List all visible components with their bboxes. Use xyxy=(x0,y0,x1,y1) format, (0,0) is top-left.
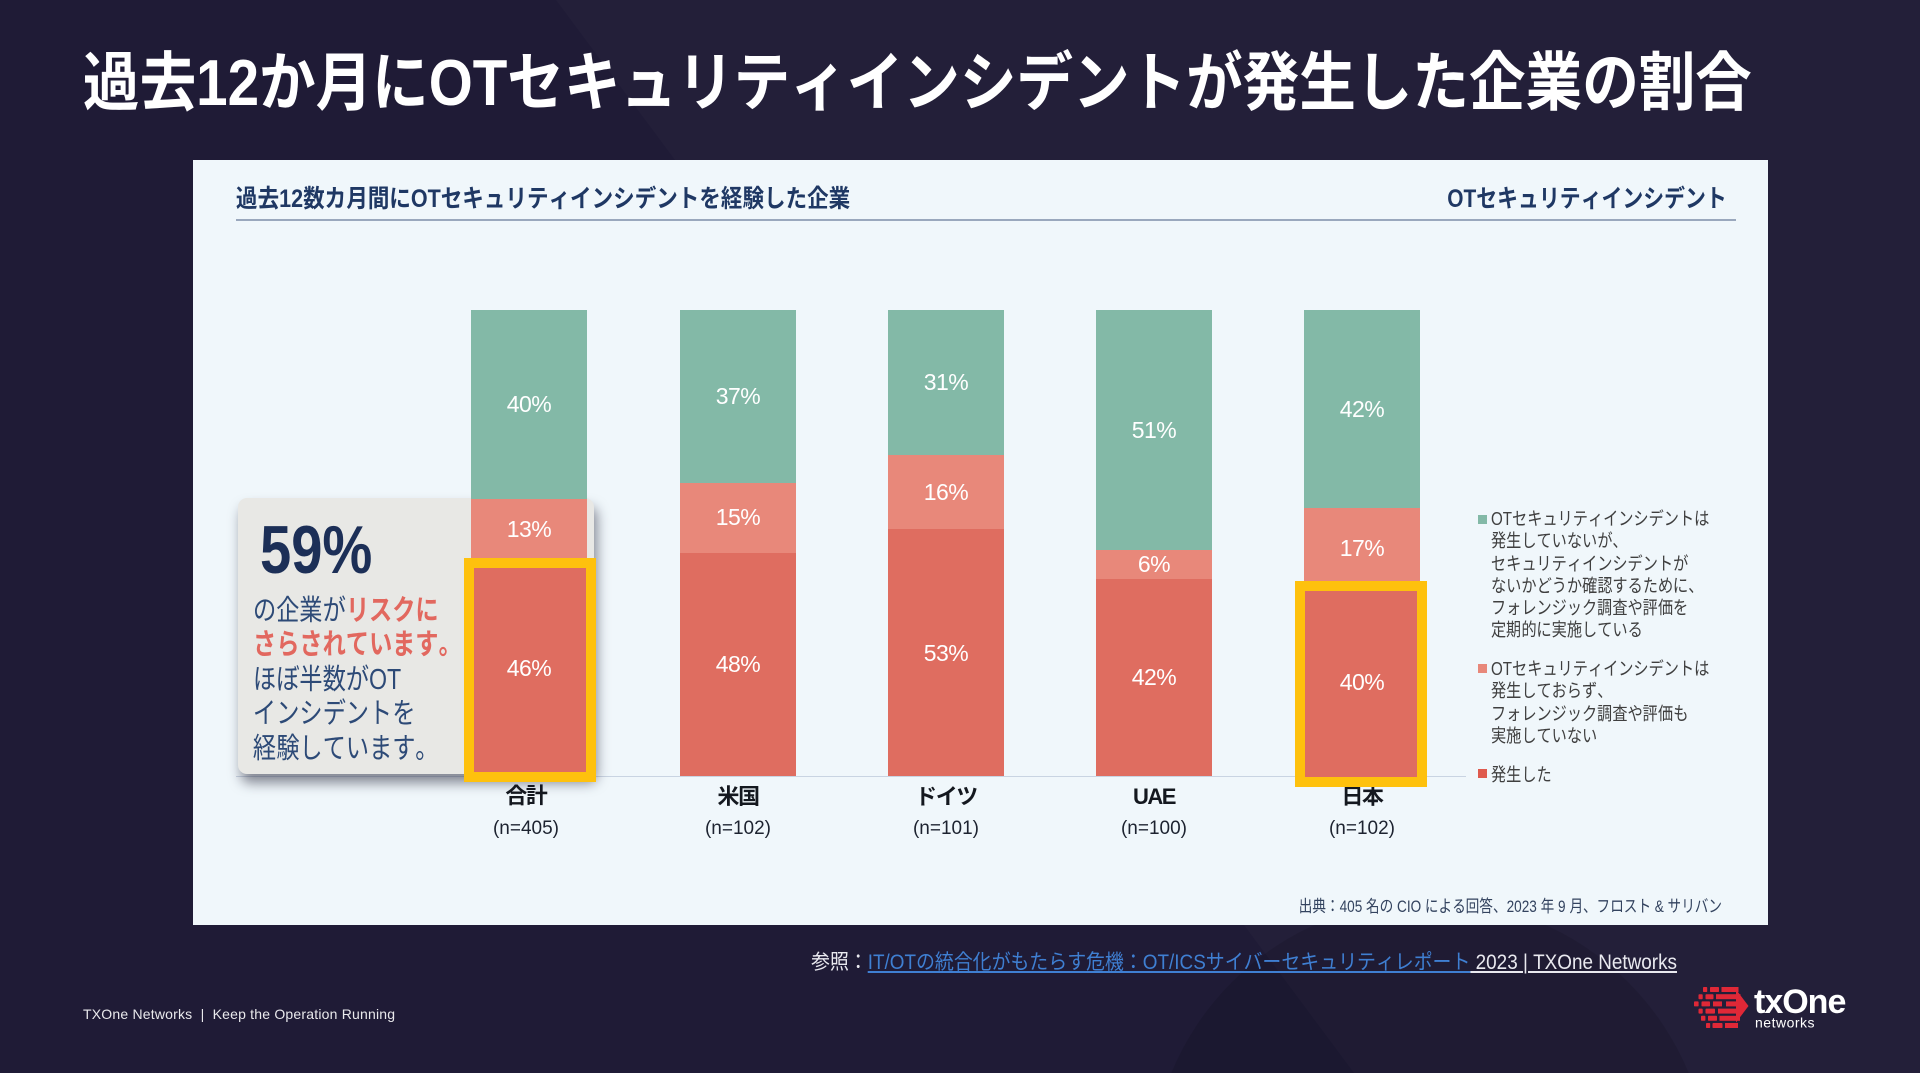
svg-text:networks: networks xyxy=(1755,1015,1815,1031)
svg-text:txOne: txOne xyxy=(1754,983,1845,1021)
